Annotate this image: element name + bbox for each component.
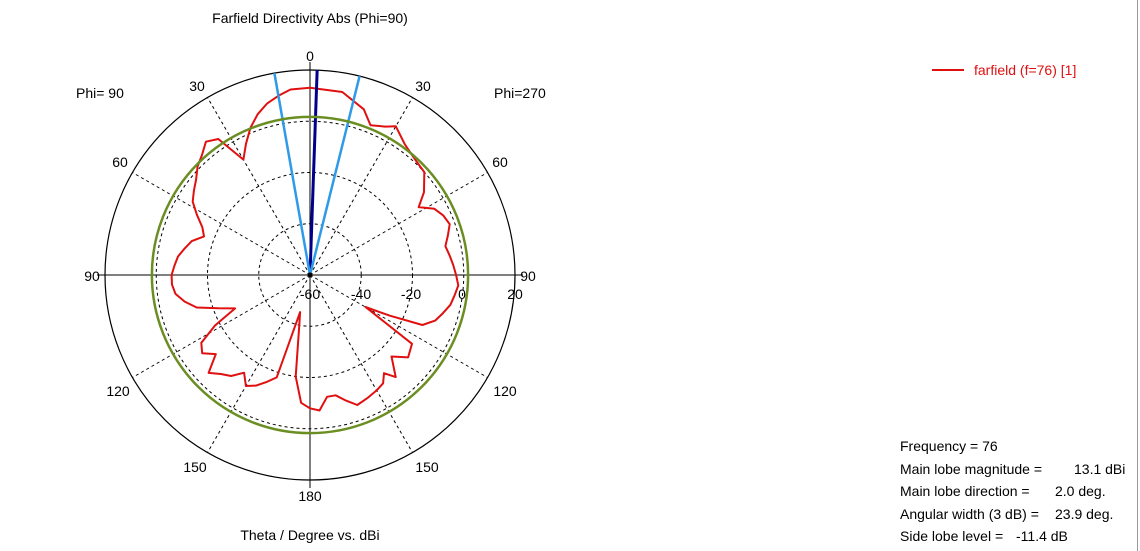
angular-width-value: 23.9 deg. <box>1055 505 1114 522</box>
radial-gridline <box>132 172 311 276</box>
main-lobe-magnitude-value: 13.1 dBi <box>1074 460 1126 477</box>
main-lobe-magnitude-label: Main lobe magnitude = <box>900 460 1043 477</box>
angle-tick-label: 0 <box>306 48 314 64</box>
main-lobe-direction-label: Main lobe direction = <box>900 483 1030 499</box>
info-row-main-lobe-direction: Main lobe direction = 2.0 deg. <box>900 480 1132 503</box>
farfield-info-panel: Frequency = 76 Main lobe magnitude = 13.… <box>900 435 1132 548</box>
angle-tick-label: 150 <box>415 459 439 475</box>
legend-label: farfield (f=76) [1] <box>974 62 1077 78</box>
side-lobe-level-circle <box>150 115 470 435</box>
angle-tick-label: 90 <box>84 268 100 284</box>
frame-edge <box>1137 0 1138 551</box>
angle-tick-label: 150 <box>183 459 207 475</box>
outer-circle <box>104 69 516 481</box>
main-lobe-direction-value: 2.0 deg. <box>1055 483 1106 499</box>
x-axis-label: Theta / Degree vs. dBi <box>240 527 379 543</box>
side-lobe-level-value: -11.4 dB <box>1016 528 1068 544</box>
phi-left-label: Phi= 90 <box>76 85 124 101</box>
radial-gridline <box>207 274 311 453</box>
main-lobe-line <box>308 70 319 276</box>
angle-tick-label: 30 <box>415 78 431 94</box>
chart-series <box>150 70 470 435</box>
angle-tick-label: 90 <box>520 268 536 284</box>
radial-gridline <box>309 274 488 378</box>
info-row-main-lobe-magnitude: Main lobe magnitude = 13.1 dBi <box>900 458 1132 481</box>
angle-tick-label: 120 <box>493 383 517 399</box>
radial-tick-label: -20 <box>401 286 421 302</box>
origin-marker <box>307 272 313 278</box>
side-lobe-level-label: Side lobe level = <box>900 528 1004 544</box>
frequency-label: Frequency = 76 <box>900 438 998 454</box>
legend-swatch <box>932 69 964 71</box>
chart-legend: farfield (f=76) [1] <box>932 60 1076 80</box>
radial-tick-label: 20 <box>507 286 523 302</box>
angle-tick-label: 60 <box>112 154 128 170</box>
angle-tick-label: 180 <box>298 488 322 504</box>
radial-tick-label: -40 <box>351 286 371 302</box>
angle-tick-label: 60 <box>492 154 508 170</box>
chart-title: Farfield Directivity Abs (Phi=90) <box>212 10 408 26</box>
angle-tick-label: 120 <box>106 383 130 399</box>
radial-gridline <box>132 274 311 378</box>
beamwidth-line <box>308 75 361 276</box>
phi-right-label: Phi=270 <box>494 85 546 101</box>
chart-ticks: 0 30 60 90 120 150 180 150 120 90 60 30 -60 -40 -20 0 20 <box>84 48 536 504</box>
radial-tick-label: -60 <box>300 286 320 302</box>
radial-gridline <box>309 274 413 453</box>
beamwidth-line <box>273 72 312 276</box>
radial-tick-label: 0 <box>458 286 466 302</box>
info-row-angular-width: Angular width (3 dB) = 23.9 deg. <box>900 503 1132 526</box>
angular-width-label: Angular width (3 dB) = <box>900 505 1039 522</box>
info-row-frequency: Frequency = 76 <box>900 435 1132 458</box>
farfield-pattern-line <box>170 86 460 412</box>
info-row-side-lobe-level: Side lobe level = -11.4 dB <box>900 525 1132 548</box>
angle-tick-label: 30 <box>189 78 205 94</box>
